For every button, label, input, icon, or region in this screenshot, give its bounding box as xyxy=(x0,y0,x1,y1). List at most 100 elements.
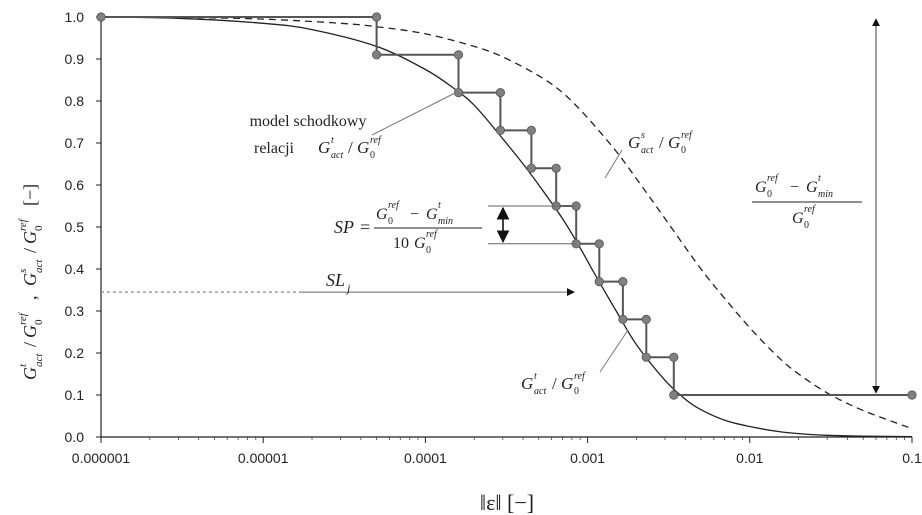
svg-text:SP: SP xyxy=(334,217,354,237)
svg-text:/: / xyxy=(348,138,353,157)
svg-text:G: G xyxy=(20,325,40,338)
svg-text:G: G xyxy=(376,206,388,223)
svg-text:G: G xyxy=(426,206,438,223)
step-marker xyxy=(594,276,604,287)
step-markers xyxy=(96,12,917,400)
y-tick-label: 1.0 xyxy=(65,9,85,25)
x-tick-label: 0.000001 xyxy=(72,450,131,466)
model-label-line2: relacji t xyxy=(254,140,303,157)
step-marker xyxy=(641,352,651,362)
step-marker xyxy=(669,352,679,362)
svg-text:t: t xyxy=(438,200,441,211)
svg-text:0: 0 xyxy=(33,319,45,325)
step-marker xyxy=(371,50,382,60)
svg-text:G: G xyxy=(755,179,767,196)
svg-text:,: , xyxy=(20,296,40,301)
gs-leader-line xyxy=(604,149,623,179)
svg-text:/: / xyxy=(20,342,40,347)
x-tick-label: 0.0001 xyxy=(404,450,447,466)
svg-text:ref: ref xyxy=(388,200,400,211)
svg-text:10: 10 xyxy=(393,235,409,252)
step-marker xyxy=(641,314,651,324)
step-marker xyxy=(495,88,506,98)
svg-text:t: t xyxy=(534,371,537,382)
svg-text:0: 0 xyxy=(426,245,431,256)
svg-text:t: t xyxy=(17,363,29,367)
svg-text:/: / xyxy=(20,248,40,253)
svg-text:0: 0 xyxy=(388,216,393,227)
step-marker xyxy=(526,125,536,135)
svg-text:ref: ref xyxy=(17,217,29,231)
x-tick-label: 0.001 xyxy=(570,450,605,466)
gt-leader-line xyxy=(599,329,629,373)
y-tick-label: 0.4 xyxy=(65,261,85,277)
y-tick-label: 0.8 xyxy=(65,93,85,109)
svg-text:‖ε‖ [−]: ‖ε‖ [−] xyxy=(480,490,534,515)
model-label-line1: model schodkowy xyxy=(250,113,367,130)
svg-text:=: = xyxy=(360,217,370,237)
tangent-modulus-curve xyxy=(100,16,913,438)
svg-text:0: 0 xyxy=(681,145,686,156)
annotations: model schodkowy relacji t G t act / G 0 … xyxy=(17,18,881,515)
x-ticks: 0.000001 0.00001 0.0001 0.001 0.01 0.1 xyxy=(72,437,922,466)
svg-text:−: − xyxy=(790,179,799,196)
svg-text:[−]: [−] xyxy=(20,184,40,206)
step-marker xyxy=(618,276,628,287)
y-tick-label: 0.7 xyxy=(65,135,85,151)
svg-text:act: act xyxy=(331,150,343,161)
svg-text:ref: ref xyxy=(804,204,816,215)
svg-text:G: G xyxy=(561,374,573,393)
y-axis-label: G t act / G 0 ref , G s act / G 0 ref [−… xyxy=(17,184,45,380)
secant-modulus-curve xyxy=(100,16,913,430)
y-tick-label: 0.2 xyxy=(65,345,85,361)
range-formula: G 0 ref − G t min G 0 ref xyxy=(752,173,862,231)
svg-text:−: − xyxy=(410,206,419,223)
y-ticks: 0.0 0.1 0.2 0.3 0.4 0.5 0.6 0.7 0.8 0.9 1.0 xyxy=(65,9,101,445)
gt-label: G t act / G 0 ref xyxy=(521,371,586,397)
svg-text:s: s xyxy=(17,269,29,273)
y-tick-label: 0.6 xyxy=(65,177,85,193)
svg-text:G: G xyxy=(414,235,426,252)
step-marker xyxy=(594,239,604,249)
svg-text:ref: ref xyxy=(426,229,438,240)
svg-text:act: act xyxy=(641,145,653,156)
svg-text:SL: SL xyxy=(326,270,345,290)
svg-text:0: 0 xyxy=(33,225,45,231)
sp-formula: SP = G 0 ref − G t min 10 G 0 ref xyxy=(334,200,482,256)
step-marker xyxy=(96,12,106,22)
svg-text:G: G xyxy=(521,374,533,393)
svg-text:G: G xyxy=(668,133,680,152)
svg-text:G: G xyxy=(20,367,40,380)
svg-text:ref: ref xyxy=(17,311,29,325)
model-leader-line xyxy=(371,92,456,136)
x-tick-label: 0.00001 xyxy=(238,450,289,466)
svg-text:min: min xyxy=(818,189,833,200)
svg-text:/: / xyxy=(659,133,664,152)
svg-text:act: act xyxy=(33,353,45,367)
svg-text:G: G xyxy=(20,231,40,244)
svg-text:G: G xyxy=(628,133,640,152)
sl-label: SL j xyxy=(326,270,351,295)
step-marker xyxy=(526,163,536,173)
svg-text:ref: ref xyxy=(370,135,382,146)
model-formula: G t act / G 0 ref xyxy=(318,135,382,161)
x-tick-label: 0.1 xyxy=(902,450,922,466)
step-marker xyxy=(495,125,506,135)
svg-text:0: 0 xyxy=(804,220,809,231)
step-marker xyxy=(453,50,464,60)
y-tick-label: 0.3 xyxy=(65,303,85,319)
svg-text:ref: ref xyxy=(767,173,779,184)
svg-text:0: 0 xyxy=(767,189,772,200)
svg-text:G: G xyxy=(20,273,40,286)
svg-text:/: / xyxy=(552,374,557,393)
y-tick-label: 0.5 xyxy=(65,219,85,235)
x-axis-label: ‖ε‖ [−] xyxy=(480,490,534,515)
step-marker xyxy=(453,88,464,98)
svg-text:ref: ref xyxy=(574,371,586,382)
svg-text:G: G xyxy=(357,138,369,157)
svg-text:s: s xyxy=(641,130,645,141)
step-marker xyxy=(907,390,917,400)
svg-text:t: t xyxy=(818,173,821,184)
y-tick-label: 0.0 xyxy=(65,429,85,445)
